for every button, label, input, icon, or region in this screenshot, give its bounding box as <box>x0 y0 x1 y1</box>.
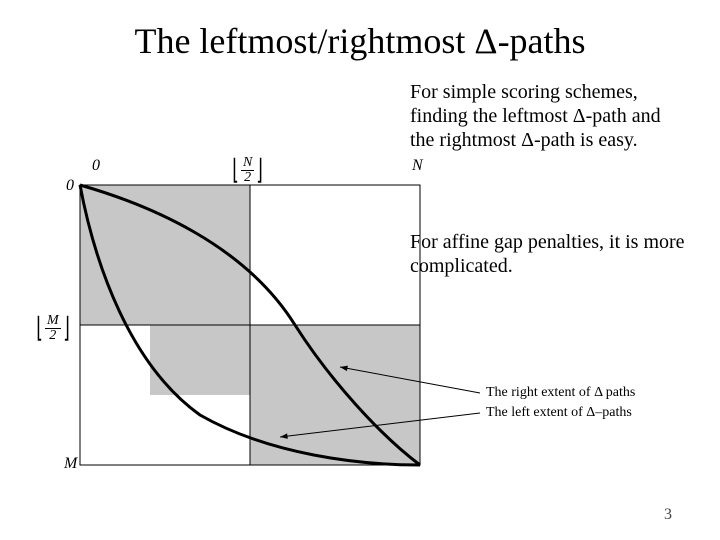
legend-left-extent: The left extent of Δ–paths <box>486 405 632 421</box>
m2-den: 2 <box>45 329 61 343</box>
slide: The leftmost/rightmost Δ-paths For simpl… <box>0 0 720 540</box>
slide-title: The leftmost/rightmost Δ-paths <box>0 20 720 62</box>
axis-yM: M <box>64 455 77 473</box>
n2-num: N <box>241 156 254 171</box>
axis-x0: 0 <box>92 157 100 175</box>
paragraph-1: For simple scoring schemes, finding the … <box>410 80 690 152</box>
axis-y0: 0 <box>66 177 74 195</box>
axis-xN: N <box>412 157 423 175</box>
page-number: 3 <box>664 506 672 524</box>
shade-tl <box>80 185 250 325</box>
axis-M2: ⌊M2⌋ <box>34 311 72 345</box>
delta-paths-diagram: 0 0 N M ⌊N2⌋ ⌊M2⌋ The right extent of Δ … <box>20 155 700 500</box>
n2-den: 2 <box>241 171 254 185</box>
legend-right-extent: The right extent of Δ paths <box>486 385 635 401</box>
m2-num: M <box>45 314 61 329</box>
diagram-svg <box>20 155 700 495</box>
axis-N2: ⌊N2⌋ <box>230 153 265 187</box>
